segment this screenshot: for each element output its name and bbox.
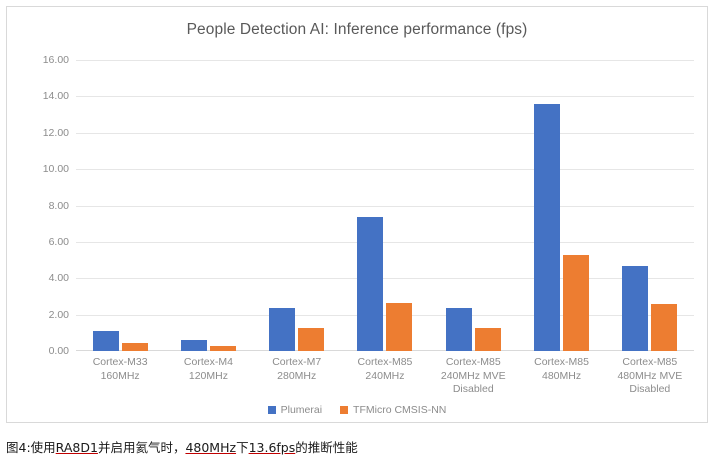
gridline (76, 132, 694, 134)
bar-group (341, 60, 429, 351)
bar-plumerai[interactable] (180, 340, 207, 351)
bar-tfmicro[interactable] (651, 304, 678, 351)
gridlines (76, 60, 694, 351)
x-axis-category-label: Cortex-M4 120MHz (164, 356, 252, 397)
x-axis-label-line: 480MHz (541, 369, 582, 382)
legend-item[interactable]: Plumerai (267, 404, 323, 416)
legend-swatch-icon (340, 406, 349, 414)
x-axis-label-line: Cortex-M4 (183, 356, 233, 368)
figure-caption: 图4:使用RA8D1并启用氦气时，480MHz下13.6fps的推断性能 (6, 437, 358, 456)
x-axis-label-line: 480MHz MVE (617, 369, 683, 382)
x-axis-label-line: 120MHz (188, 369, 228, 382)
gridline (76, 60, 694, 61)
chart-container: People Detection AI: Inference performan… (6, 6, 708, 423)
x-axis-category-label: Cortex-M7 280MHz (253, 356, 341, 397)
legend-item[interactable]: TFMicro CMSIS-NN (340, 404, 446, 416)
caption-part-4: 的推断性能 (295, 440, 358, 455)
x-axis-label-line: Cortex-M85 (357, 356, 413, 368)
y-axis-tick-label: 6.00 (48, 235, 69, 248)
chart-title: People Detection AI: Inference performan… (186, 21, 528, 38)
legend-label: Plumerai (280, 404, 323, 416)
y-axis-tick-label: 12.00 (42, 126, 69, 139)
x-axis-label-line: Cortex-M85 (445, 356, 501, 368)
bar-tfmicro[interactable] (563, 254, 590, 351)
x-axis-label-line: 280MHz (277, 369, 317, 382)
y-axis-tick-label: 2.00 (48, 308, 69, 321)
x-axis-category-label: Cortex-M85 480MHz (517, 356, 605, 397)
x-axis-label-line: Cortex-M7 (272, 356, 322, 368)
bar-tfmicro[interactable] (121, 342, 148, 351)
y-axis-tick-label: 16.00 (42, 54, 69, 66)
gridline (76, 205, 694, 207)
y-axis-tick-label: 0.00 (48, 345, 69, 357)
legend-label: TFMicro CMSIS-NN (353, 404, 447, 416)
x-axis-label-line: Cortex-M85 (534, 356, 589, 368)
x-axis-line (76, 350, 694, 351)
bar-plumerai[interactable] (357, 217, 384, 351)
x-axis-label-line: Cortex-M33 (92, 356, 148, 368)
y-axis-labels: 16.00 14.00 12.00 10.00 8.00 6.00 4.00 2.00 0.00 (7, 54, 69, 357)
bar-plumerai[interactable] (269, 308, 296, 351)
x-axis-category-label: Cortex-M85 480MHz MVE Disabled (606, 356, 694, 397)
bar-plumerai[interactable] (445, 307, 472, 351)
bar-groups (76, 60, 694, 351)
caption-underline-3: 13.6fps (248, 440, 296, 455)
legend-swatch-icon (267, 406, 276, 414)
bar-tfmicro[interactable] (209, 345, 236, 351)
caption-part-2: 并启用氦气时， (97, 440, 186, 455)
gridline (76, 96, 694, 98)
bar-group (76, 60, 164, 351)
x-axis-label-line: Disabled (629, 383, 671, 395)
x-axis-label-line: 240MHz (365, 369, 405, 382)
x-axis-label-line: 240MHz MVE (440, 369, 506, 382)
bar-tfmicro[interactable] (474, 327, 501, 351)
bar-tfmicro[interactable] (298, 327, 325, 351)
x-axis-category-label: Cortex-M33 160MHz (76, 356, 164, 397)
bar-plumerai[interactable] (92, 331, 119, 351)
x-axis-label-line: Disabled (452, 383, 494, 395)
y-axis-tick-label: 14.00 (42, 90, 69, 103)
bar-tfmicro[interactable] (386, 302, 413, 351)
x-axis-category-label: Cortex-M85 240MHz (341, 356, 429, 397)
bar-group (606, 60, 694, 351)
bar-plumerai[interactable] (534, 103, 561, 351)
plot-area (76, 60, 694, 351)
bar-group (164, 60, 252, 351)
y-axis-tick-label: 4.00 (48, 272, 69, 285)
gridline (76, 314, 694, 316)
bar-group (253, 60, 341, 351)
caption-underline-2: 480MHz (185, 440, 237, 455)
x-axis-label-line: 160MHz (100, 369, 140, 382)
y-axis-tick-label: 8.00 (48, 199, 69, 212)
x-axis-labels: Cortex-M33 160MHz Cortex-M4 120MHz Cortex-M7… (76, 356, 694, 397)
caption-part-1: 图4:使用 (6, 440, 56, 455)
bar-group (517, 60, 605, 351)
gridline (76, 241, 694, 243)
x-axis-label-line: Cortex-M85 (622, 356, 678, 368)
caption-underline-1: RA8D1 (55, 440, 98, 455)
chart-legend: Plumerai TFMicro CMSIS-NN (7, 404, 707, 416)
bar-plumerai[interactable] (622, 266, 649, 351)
gridline (76, 278, 694, 280)
gridline (76, 169, 694, 171)
x-axis-category-label: Cortex-M85 240MHz MVE Disabled (429, 356, 517, 397)
caption-part-3: 下 (236, 440, 249, 455)
bar-group (429, 60, 517, 351)
y-axis-tick-label: 10.00 (42, 163, 69, 176)
